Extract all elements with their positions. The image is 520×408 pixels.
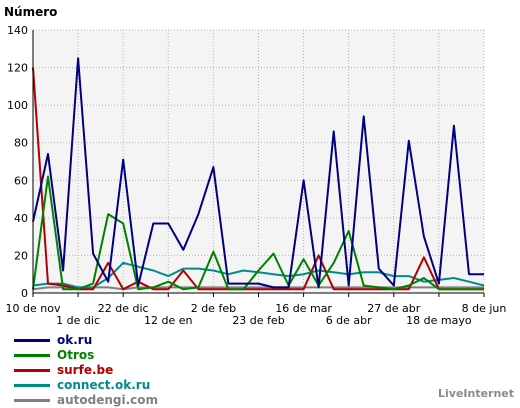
y-tick-120: 120: [7, 62, 28, 75]
x-tick-label-row2-3: 1 de dic: [56, 314, 100, 327]
y-tick-0: 0: [21, 287, 28, 300]
x-tick-labels: 10 de nov 22 de dic 2 de feb 16 de mar 27 de…: [6, 293, 507, 327]
y-tick-40: 40: [14, 212, 28, 225]
x-tick-label-row1-30: 8 de jun: [462, 302, 507, 315]
legend-item-okru: ok.ru: [14, 333, 254, 348]
x-tick-label-row1-0: 10 de nov: [6, 302, 61, 315]
y-axis-title: Número: [4, 5, 57, 19]
liveinternet-logo-text: LiveInternet: [438, 387, 515, 400]
y-tick-140: 140: [7, 24, 28, 37]
legend-swatch-okru: [14, 339, 50, 342]
legend-item-otros: Otros: [14, 348, 254, 363]
y-tick-60: 60: [14, 174, 28, 187]
legend-label-okru: ok.ru: [57, 333, 93, 347]
line-chart: 0 20 40 60 80 100 120 140 10 de nov 22 de dic 2 d…: [4, 5, 507, 327]
y-tick-100: 100: [7, 99, 28, 112]
y-tick-20: 20: [14, 249, 28, 262]
legend-item-surfebe: surfe.be: [14, 363, 254, 378]
legend-label-otros: Otros: [57, 348, 95, 362]
legend-swatch-otros: [14, 354, 50, 357]
legend-swatch-surfebe: [14, 369, 50, 372]
x-tick-label-row1-18: 16 de mar: [275, 302, 332, 315]
legend-label-connect-okru: connect.ok.ru: [57, 378, 151, 392]
legend-swatch-autodengi: [14, 399, 50, 402]
series-line-otros: [32, 175, 484, 291]
series-lines: [32, 57, 485, 291]
grid-lines: [33, 29, 485, 293]
series-line-ok-ru: [32, 57, 484, 289]
x-tick-label-row1-12: 2 de feb: [191, 302, 236, 315]
x-tick-label-row2-27: 18 de mayo: [406, 314, 472, 327]
series-line-surfe-be: [32, 67, 484, 291]
x-tick-label-row2-15: 23 de feb: [232, 314, 284, 327]
x-tick-label-row2-21: 6 de abr: [326, 314, 372, 327]
legend-item-connect-okru: connect.ok.ru: [14, 378, 254, 393]
x-tick-label-row1-24: 27 de abr: [367, 302, 420, 315]
legend: ok.ru Otros surfe.be connect.ok.ru autod…: [14, 333, 254, 408]
legend-label-autodengi: autodengi.com: [57, 393, 159, 407]
x-tick-label-row1-6: 22 de dic: [98, 302, 149, 315]
legend-item-autodengi: autodengi.com: [14, 393, 254, 408]
legend-swatch-connect-okru: [14, 384, 50, 387]
y-tick-80: 80: [14, 137, 28, 150]
y-tick-labels: 0 20 40 60 80 100 120 140: [7, 24, 28, 300]
legend-label-surfebe: surfe.be: [57, 363, 114, 377]
x-tick-label-row2-9: 12 de en: [144, 314, 193, 327]
